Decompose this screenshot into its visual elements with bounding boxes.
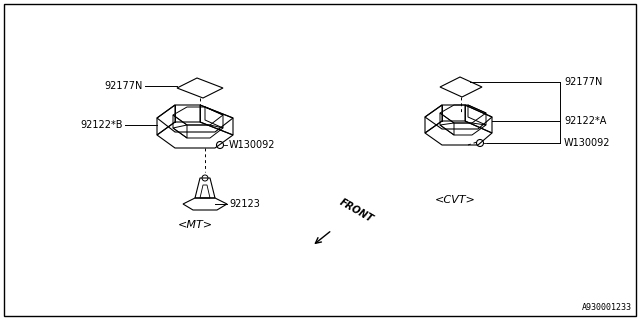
Text: 92123: 92123: [229, 199, 260, 209]
Text: A930001233: A930001233: [582, 303, 632, 312]
Text: FRONT: FRONT: [338, 197, 375, 224]
Text: W130092: W130092: [229, 140, 275, 150]
Text: 92122*A: 92122*A: [564, 116, 606, 126]
Text: W130092: W130092: [564, 138, 611, 148]
Text: 92177N: 92177N: [564, 77, 602, 87]
Text: 92177N: 92177N: [104, 81, 143, 91]
Text: 92122*B: 92122*B: [81, 120, 123, 130]
Text: <MT>: <MT>: [177, 220, 212, 230]
Text: <CVT>: <CVT>: [435, 195, 476, 205]
